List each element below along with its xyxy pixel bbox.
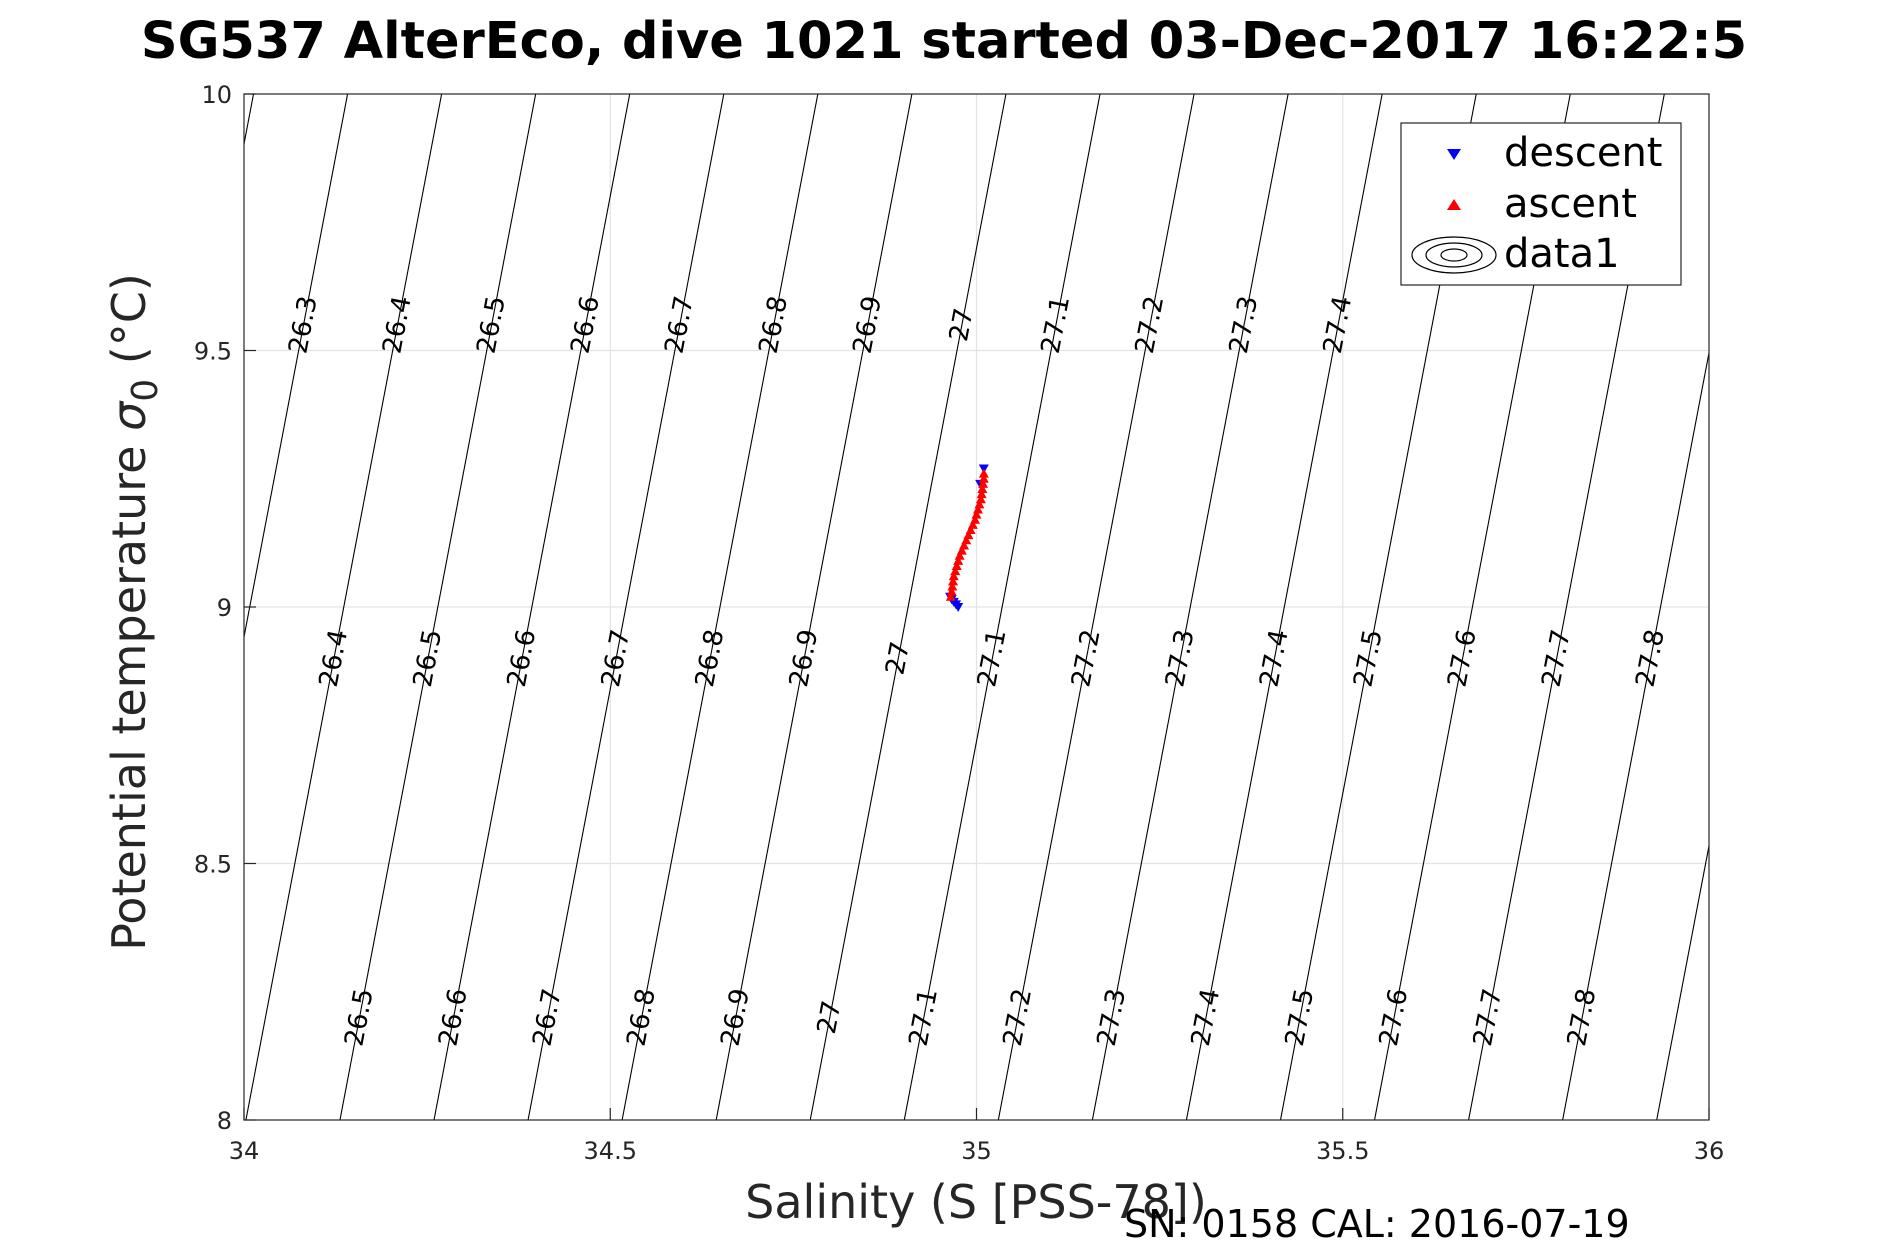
ascent-point — [956, 545, 967, 555]
legend-ascent-marker — [1447, 199, 1461, 210]
x-tick-label: 35 — [961, 1137, 992, 1165]
isopycnal-line — [339, 94, 537, 1120]
isopycnal-line — [809, 94, 1007, 1120]
y-axis-label-main: Potential temperature — [102, 431, 156, 951]
ascent-point — [972, 504, 983, 514]
y-axis-label: Potential temperature σ0 (°C) — [102, 273, 166, 951]
ascent-point — [950, 566, 961, 576]
y-axis-label-symbol: σ — [102, 400, 156, 431]
ascent-point — [978, 468, 989, 478]
isopycnal-line — [997, 94, 1195, 1120]
ascent-point — [970, 514, 981, 524]
footer-serial-cal: SN: 0158 CAL: 2016-07-19 — [1124, 1202, 1630, 1246]
y-axis-label-subscript: 0 — [125, 379, 166, 402]
grid-lines — [244, 94, 1709, 1120]
y-axis-ticks: 8 8.5 9 9.5 10 — [194, 81, 256, 1135]
isopycnal-line — [715, 94, 913, 1120]
isopycnal-line — [1562, 349, 1709, 1120]
ascent-point — [978, 473, 989, 483]
x-axis-label: Salinity (S [PSS-78]) — [745, 1175, 1207, 1229]
ascent-point — [959, 540, 970, 550]
isopycnal-line — [1185, 94, 1383, 1120]
contour-label: 27 — [812, 998, 848, 1036]
ascent-point — [976, 489, 987, 499]
y-tick-label: 8 — [217, 1107, 232, 1135]
x-tick-label: 34.5 — [584, 1137, 637, 1165]
ascent-point — [965, 525, 976, 535]
isopycnal-line — [527, 94, 725, 1120]
x-tick-label: 35.5 — [1316, 1137, 1369, 1165]
chart-title: SG537 AlterEco, dive 1021 started 03-Dec… — [141, 12, 1747, 71]
isopycnal-line — [1656, 842, 1709, 1120]
ascent-point — [977, 484, 988, 494]
y-axis-label-unit: (°C) — [102, 273, 156, 379]
ascent-point — [948, 576, 959, 586]
ascent-point — [946, 586, 957, 596]
ascent-point — [971, 509, 982, 519]
ascent-point — [963, 530, 974, 540]
legend-ascent-label: ascent — [1504, 181, 1637, 227]
isopycnal-line — [245, 94, 443, 1120]
y-tick-label: 10 — [201, 81, 232, 109]
y-tick-label: 8.5 — [194, 851, 232, 879]
legend-descent-marker — [1447, 149, 1461, 160]
contour-label: 27 — [944, 306, 980, 344]
contour-label: 27 — [880, 639, 916, 677]
ascent-point — [945, 591, 956, 601]
contour-labels: 26.3 26.4 26.5 26.6 26.7 26.8 26.9 27 27.1 27.2 27… — [283, 294, 1671, 1049]
y-tick-label: 9.5 — [194, 338, 232, 366]
x-tick-label: 34 — [229, 1137, 260, 1165]
ascent-point — [947, 581, 958, 591]
x-axis-ticks: 34 34.5 35 35.5 36 — [229, 1108, 1725, 1165]
ascent-point — [953, 555, 964, 565]
profile-points — [945, 464, 989, 612]
isopycnal-line — [903, 94, 1101, 1120]
x-tick-label: 36 — [1694, 1137, 1725, 1165]
ascent-point — [967, 519, 978, 529]
isopycnal-line — [1091, 94, 1289, 1120]
ascent-point — [978, 478, 989, 488]
legend-data1-label: data1 — [1504, 231, 1620, 277]
legend-descent-label: descent — [1504, 130, 1662, 176]
ascent-point — [948, 571, 959, 581]
isopycnal-line — [433, 94, 631, 1120]
ascent-point — [954, 550, 965, 560]
ascent-point — [974, 499, 985, 509]
ascent-point — [975, 494, 986, 504]
y-tick-label: 9 — [217, 594, 232, 622]
legend: descent ascent data1 — [1400, 122, 1682, 286]
ascent-point — [961, 535, 972, 545]
legend-contour-icon — [1411, 236, 1497, 274]
isopycnal-line — [621, 94, 819, 1120]
ascent-point — [951, 560, 962, 570]
